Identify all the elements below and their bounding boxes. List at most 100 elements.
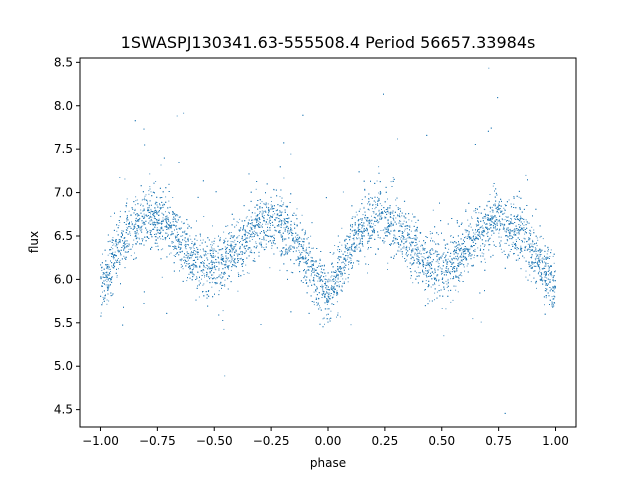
data-point: [111, 294, 113, 296]
data-point: [245, 217, 247, 219]
data-point: [337, 281, 339, 283]
data-point: [236, 253, 238, 255]
data-point: [447, 258, 449, 260]
data-point: [218, 263, 220, 265]
data-point: [248, 237, 250, 239]
data-point: [116, 275, 118, 277]
data-point: [378, 210, 380, 212]
data-point: [506, 227, 508, 229]
data-point: [509, 251, 511, 252]
data-point: [553, 286, 555, 288]
data-point: [129, 226, 131, 228]
data-point: [349, 249, 351, 251]
data-point: [302, 245, 304, 247]
data-point: [464, 270, 465, 272]
data-point: [489, 211, 491, 213]
data-point: [245, 245, 247, 247]
data-point: [407, 254, 409, 256]
data-point: [148, 190, 150, 192]
data-point: [506, 235, 508, 237]
data-point: [429, 233, 431, 235]
data-point: [363, 207, 365, 209]
data-point: [265, 231, 267, 233]
data-point: [401, 215, 403, 217]
data-point: [418, 275, 420, 276]
data-point: [447, 278, 449, 280]
data-point: [469, 248, 471, 250]
data-point: [513, 229, 515, 231]
data-point: [515, 216, 517, 218]
data-point: [474, 245, 475, 246]
data-point: [193, 253, 195, 255]
data-point: [383, 229, 385, 231]
data-point: [545, 290, 547, 292]
data-point: [457, 259, 459, 261]
data-point: [283, 218, 285, 220]
data-point: [102, 302, 103, 304]
data-point: [347, 281, 349, 283]
data-point: [243, 274, 245, 275]
data-point: [339, 271, 341, 273]
data-point: [341, 262, 343, 264]
data-point: [251, 252, 253, 254]
data-point: [244, 252, 246, 254]
data-point: [102, 296, 104, 298]
data-point: [293, 222, 295, 224]
data-point: [426, 264, 428, 266]
data-point: [189, 263, 190, 264]
data-point: [256, 215, 258, 217]
data-point: [503, 227, 505, 229]
data-point: [405, 217, 407, 219]
data-point: [302, 248, 303, 250]
data-point: [142, 198, 144, 200]
data-point: [326, 291, 328, 293]
data-point: [246, 216, 248, 218]
data-point: [202, 239, 204, 241]
data-point: [438, 244, 440, 246]
data-point: [539, 255, 541, 257]
data-point: [539, 267, 541, 268]
data-point: [553, 262, 555, 264]
data-point: [183, 260, 185, 261]
data-point: [318, 277, 320, 279]
data-point: [326, 308, 328, 310]
data-point: [529, 243, 531, 245]
data-point: [209, 272, 211, 274]
data-point: [393, 218, 394, 220]
data-point: [296, 234, 298, 236]
data-point: [283, 239, 285, 241]
data-point: [520, 240, 522, 241]
data-point: [419, 232, 421, 234]
data-point: [262, 223, 263, 225]
data-point: [376, 180, 378, 182]
data-point: [112, 237, 114, 239]
data-point: [536, 245, 538, 247]
data-point: [406, 254, 408, 256]
data-point: [220, 254, 222, 256]
data-point: [264, 210, 266, 212]
data-point: [485, 216, 486, 217]
data-point: [273, 237, 274, 238]
data-point: [244, 239, 246, 241]
data-point: [415, 242, 416, 243]
data-point: [319, 307, 321, 309]
data-point: [337, 312, 339, 314]
data-point: [138, 237, 140, 239]
data-point: [198, 296, 200, 298]
data-point: [202, 284, 204, 286]
data-point: [328, 292, 330, 294]
data-point: [289, 251, 291, 252]
data-point: [530, 257, 532, 258]
data-point: [377, 196, 378, 198]
data-point: [429, 253, 431, 255]
data-point: [258, 224, 260, 226]
data-point: [159, 204, 161, 206]
data-point: [280, 200, 282, 202]
data-point: [434, 270, 436, 272]
data-point: [377, 248, 379, 249]
data-point: [119, 177, 121, 178]
data-point: [545, 262, 547, 264]
data-point: [347, 235, 349, 237]
data-point: [205, 267, 207, 269]
data-point: [230, 262, 232, 264]
